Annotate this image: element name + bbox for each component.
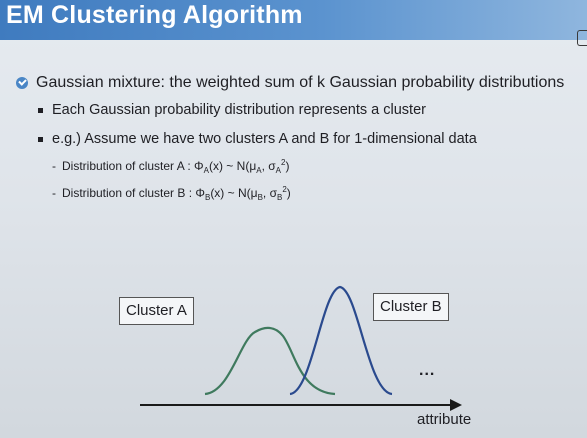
axis-arrowhead (450, 399, 462, 411)
sub-bullet-text: Each Gaussian probability distribution r… (52, 102, 426, 118)
dash-bullet-icon: - (52, 159, 56, 173)
cluster-a-label: Cluster A (126, 302, 187, 319)
cluster-b-label-box: Cluster B (373, 293, 449, 321)
dash-bullet-icon: - (52, 186, 56, 200)
square-bullet-icon (38, 136, 43, 142)
sub-bullet-text: e.g.) Assume we have two clusters A and … (52, 131, 477, 147)
slide-title: EM Clustering Algorithm (6, 1, 303, 29)
cluster-a-label-box: Cluster A (119, 297, 194, 325)
cluster-a-curve (204, 326, 336, 396)
dist-b-line: - Distribution of cluster B : ΦB(x) ~ N(μ… (52, 185, 291, 202)
title-bar: EM Clustering Algorithm (0, 0, 587, 40)
ellipsis: ... (419, 362, 436, 379)
check-circle-icon (16, 77, 28, 89)
sub-bullet-2: e.g.) Assume we have two clusters A and … (38, 131, 477, 147)
cluster-b-label: Cluster B (380, 298, 442, 315)
dist-a-line: - Distribution of cluster A : ΦA(x) ~ N(μ… (52, 158, 290, 175)
cluster-b-curve (289, 285, 393, 396)
edge-shape (577, 30, 587, 46)
axis-label: attribute (417, 411, 472, 428)
main-bullet-text: Gaussian mixture: the weighted sum of k … (36, 74, 565, 91)
main-bullet: Gaussian mixture: the weighted sum of k … (16, 74, 564, 92)
sub-bullet-1: Each Gaussian probability distribution r… (38, 102, 426, 118)
square-bullet-icon (38, 107, 43, 113)
